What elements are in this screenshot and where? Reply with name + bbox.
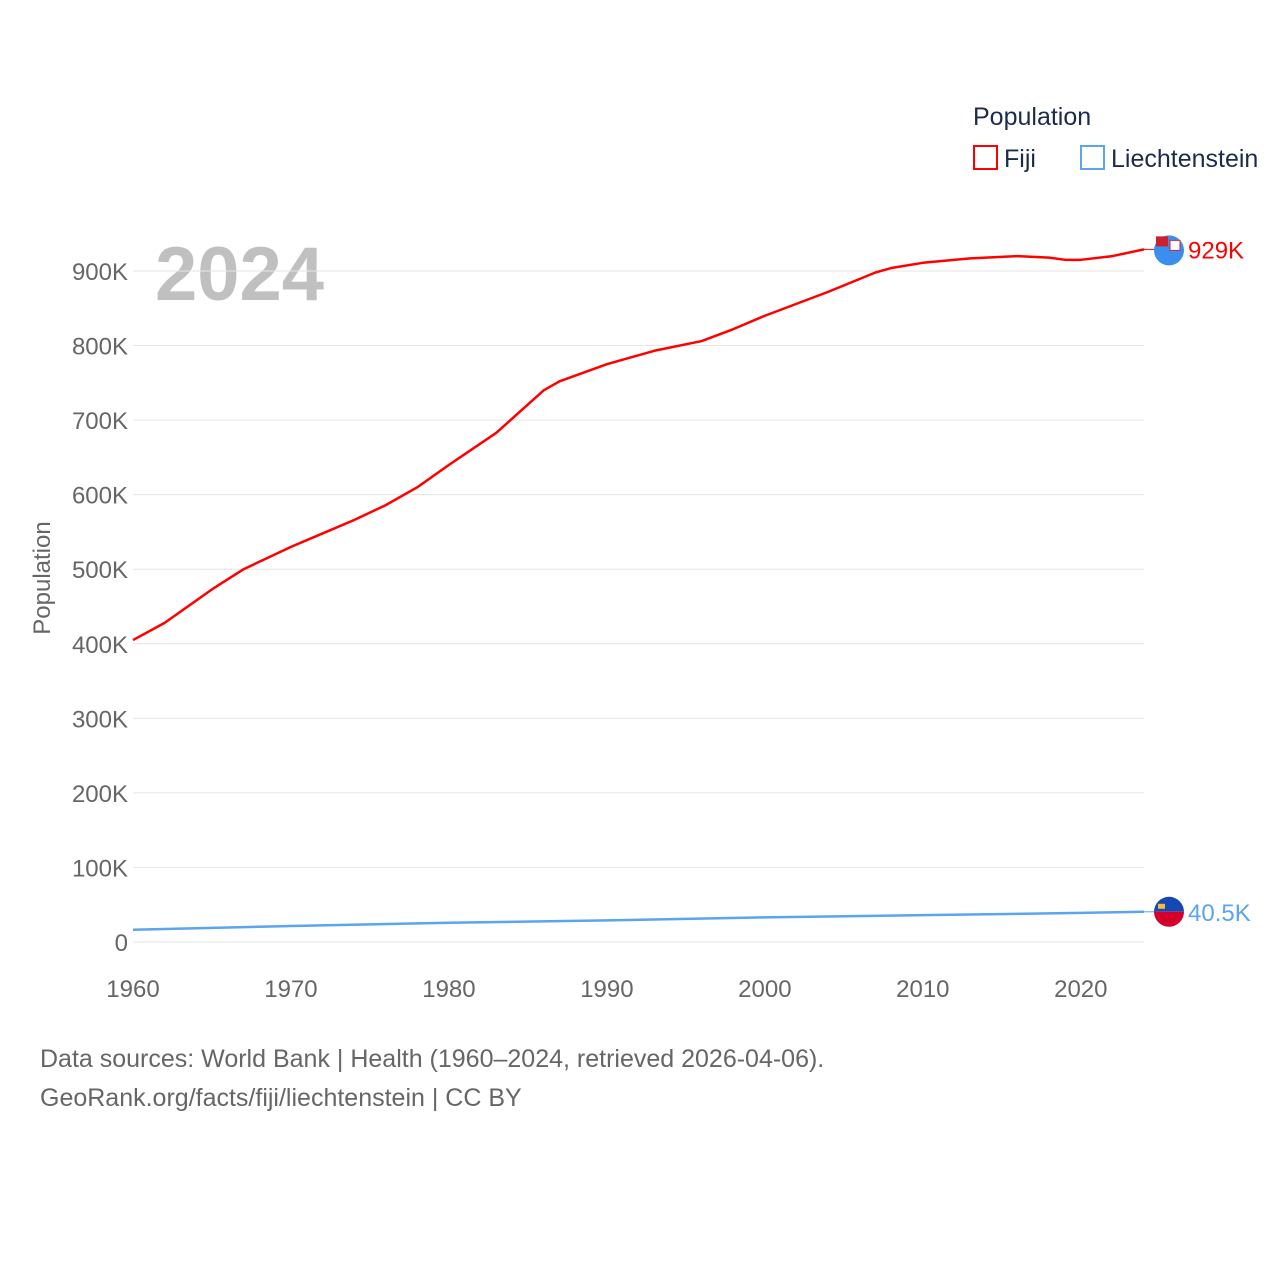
y-axis-label: Population [29,521,56,634]
legend-item-liechtenstein[interactable]: Liechtenstein [1111,145,1258,173]
x-tick-label: 2000 [738,976,791,1003]
y-tick-label: 900K [72,259,128,286]
y-tick-label: 0 [115,930,128,957]
series-line-fiji [132,248,1145,642]
y-tick-label: 300K [72,706,128,733]
y-tick-label: 200K [72,781,128,808]
year-watermark: 2024 [155,232,324,317]
footer-attribution[interactable]: GeoRank.org/facts/fiji/liechtenstein | C… [40,1084,522,1112]
liechtenstein-flag-red [1154,911,1184,927]
end-label-liechtenstein: 40.5K [1188,900,1251,927]
y-tick-label: 100K [72,855,128,882]
y-tick-label: 700K [72,408,128,435]
y-tick-label: 800K [72,334,128,361]
crown-icon [1158,903,1165,909]
fiji-flag-union [1156,236,1168,247]
x-tick-label: 1980 [422,976,475,1003]
end-label-fiji: 929K [1188,237,1244,264]
series-line-liechtenstein [132,910,1145,932]
y-tick-label: 400K [72,632,128,659]
y-tick-label: 500K [72,557,128,584]
legend-swatch-fiji [973,145,998,170]
fiji-flag-shield [1169,239,1181,251]
x-tick-label: 1960 [106,976,159,1003]
footer-sources: Data sources: World Bank | Health (1960–… [40,1045,825,1073]
x-tick-label: 1970 [264,976,317,1003]
x-tick-label: 1990 [580,976,633,1003]
legend-title: Population [973,103,1091,131]
x-tick-label: 2010 [896,976,949,1003]
x-tick-label: 2020 [1054,976,1107,1003]
legend-swatch-liechtenstein [1080,145,1105,170]
y-tick-label: 600K [72,483,128,510]
legend-item-fiji[interactable]: Fiji [1004,145,1036,173]
line-chart: 2024 0 100K 200K 300K 400K 500K 600K 700K 800K 900… [29,103,1258,1003]
